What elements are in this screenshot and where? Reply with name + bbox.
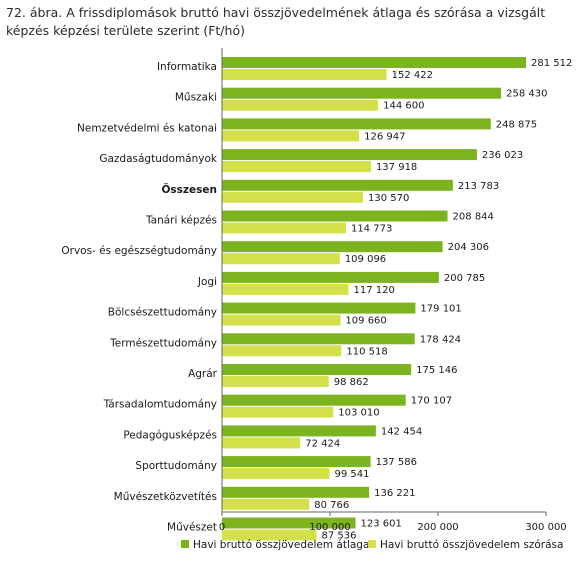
bar-szoras: [222, 345, 342, 357]
bar-szoras: [222, 437, 301, 449]
bar-szoras: [222, 314, 341, 326]
bar-atlag: [222, 302, 416, 314]
bar-atlag: [222, 241, 443, 253]
bar-szoras: [222, 130, 360, 142]
category-label: Sporttudomány: [135, 460, 217, 472]
category-label: Nemzetvédelmi és katonai: [77, 122, 217, 134]
x-tick-label: 0: [219, 522, 225, 533]
data-label: 136 221: [374, 488, 415, 499]
data-label: 80 766: [314, 500, 349, 511]
data-label: 114 773: [351, 224, 392, 235]
x-tick-label: 100 000: [309, 522, 350, 533]
bar-szoras: [222, 468, 330, 480]
bar-atlag: [222, 486, 370, 498]
data-label: 200 785: [444, 273, 485, 284]
category-label: Összesen: [161, 182, 217, 196]
bar-atlag: [222, 210, 448, 222]
bar-atlag: [222, 118, 491, 130]
bar-szoras: [222, 406, 334, 418]
data-label: 178 424: [420, 334, 461, 345]
category-label: Műszaki: [175, 92, 217, 104]
data-label: 204 306: [448, 242, 489, 253]
data-label: 175 146: [416, 365, 457, 376]
bar-atlag: [222, 271, 439, 283]
data-label: 258 430: [506, 89, 547, 100]
data-label: 126 947: [364, 131, 405, 142]
data-label: 179 101: [420, 304, 461, 315]
legend-label: Havi bruttó összjövedelem átlaga: [193, 539, 369, 551]
bar-atlag: [222, 179, 453, 191]
data-label: 72 424: [305, 438, 340, 449]
data-label: 103 010: [338, 408, 379, 419]
bar-atlag: [222, 333, 415, 345]
data-label: 213 783: [458, 181, 499, 192]
data-label: 236 023: [482, 150, 523, 161]
category-label: Művészet: [167, 522, 217, 534]
bar-atlag: [222, 394, 406, 406]
bar-atlag: [222, 517, 356, 529]
data-label: 170 107: [411, 396, 452, 407]
bar-szoras: [222, 69, 387, 80]
bar-szoras: [222, 498, 310, 510]
data-label: 248 875: [496, 119, 537, 130]
bar-szoras: [222, 529, 317, 541]
legend-swatch: [181, 540, 189, 548]
bar-atlag: [222, 87, 502, 99]
bar-atlag: [222, 57, 527, 68]
x-tick-label: 200 000: [417, 522, 458, 533]
data-label: 99 541: [335, 469, 370, 480]
data-label: 109 096: [345, 254, 386, 265]
data-label: 137 918: [376, 162, 417, 173]
category-label: Társadalomtudomány: [103, 399, 217, 411]
bar-szoras: [222, 283, 349, 295]
bar-szoras: [222, 99, 379, 111]
category-label: Orvos- és egészségtudomány: [61, 245, 217, 257]
category-label: Gazdaságtudományok: [99, 153, 218, 165]
data-label: 130 570: [368, 193, 409, 204]
category-label: Jogi: [197, 276, 217, 288]
category-label: Tanári képzés: [145, 215, 217, 227]
bar-atlag: [222, 425, 376, 437]
data-label: 144 600: [383, 101, 424, 112]
data-label: 87 536: [322, 531, 357, 542]
data-label: 208 844: [453, 212, 494, 223]
category-label: Agrár: [188, 368, 218, 380]
bar-atlag: [222, 149, 477, 161]
category-label: Művészetközvetítés: [114, 491, 217, 503]
bar-szoras: [222, 376, 329, 387]
data-label: 117 120: [353, 285, 394, 296]
bar-szoras: [222, 161, 371, 173]
bar-szoras: [222, 191, 364, 203]
data-label: 281 512: [531, 58, 572, 69]
bar-szoras: [222, 222, 346, 234]
category-label: Természettudomány: [109, 337, 217, 349]
data-label: 123 601: [360, 519, 401, 530]
bar-szoras: [222, 253, 340, 265]
data-label: 152 422: [392, 70, 433, 81]
data-label: 109 660: [345, 316, 386, 327]
data-label: 137 586: [376, 457, 417, 468]
category-label: Bölcsészettudomány: [108, 307, 217, 319]
data-label: 98 862: [334, 377, 369, 388]
legend-swatch: [368, 540, 376, 548]
data-label: 110 518: [346, 346, 387, 357]
category-label: Pedagógusképzés: [123, 429, 217, 441]
legend-label: Havi bruttó összjövedelem szórása: [380, 539, 563, 551]
bar-atlag: [222, 364, 412, 375]
bar-atlag: [222, 456, 371, 468]
chart-title: 72. ábra. A frissdiplomások bruttó havi …: [6, 5, 546, 38]
category-label: Informatika: [157, 61, 217, 73]
data-label: 142 454: [381, 426, 422, 437]
x-tick-label: 300 000: [525, 522, 566, 533]
